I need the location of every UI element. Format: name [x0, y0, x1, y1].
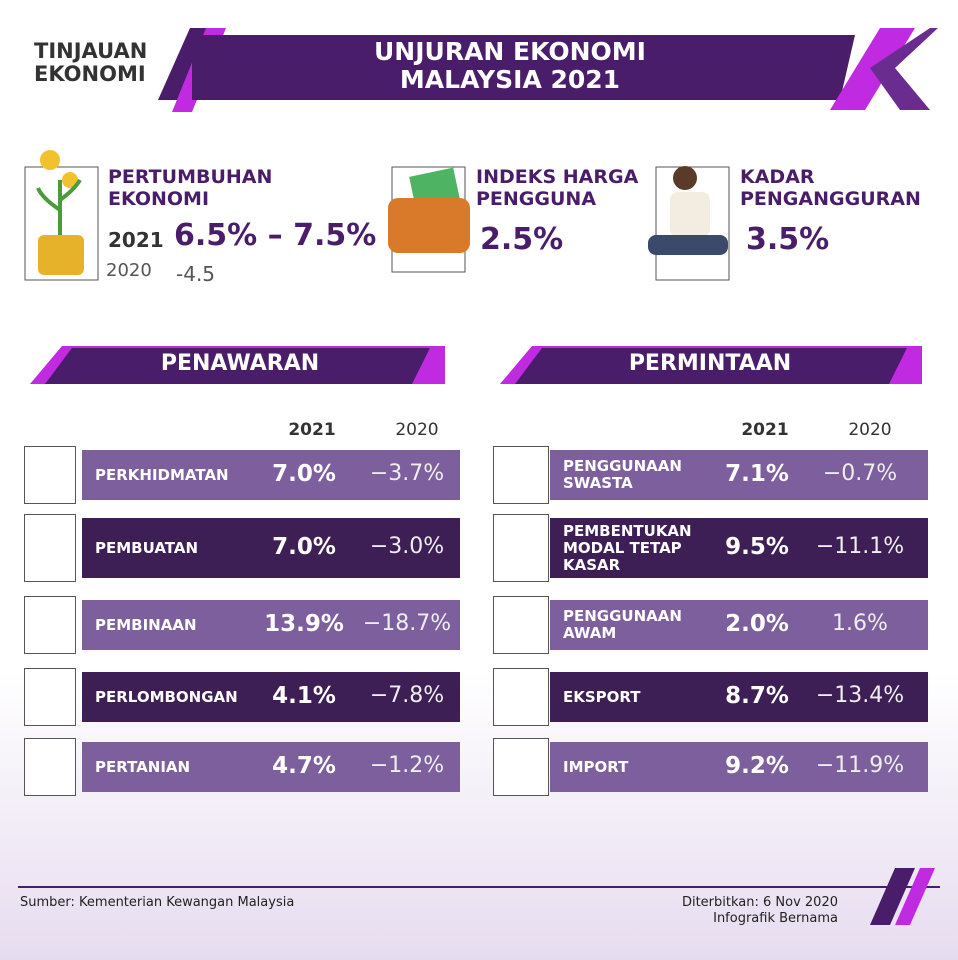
- value-2020: 1.6%: [832, 611, 888, 636]
- label-line: PEMBUATAN: [95, 538, 198, 557]
- table-row: EKSPORT 8.7% −13.4%: [550, 672, 928, 722]
- row-label: PENGGUNAAN SWASTA: [563, 458, 682, 492]
- highlight-label: INDEKS HARGA PENGGUNA: [476, 166, 638, 210]
- value-2020: −0.7%: [822, 461, 898, 486]
- value-2021: 2.0%: [725, 611, 789, 637]
- row-label: IMPORT: [563, 757, 629, 776]
- highlight-value: 2.5%: [480, 222, 564, 257]
- label-line: PENGANGGURAN: [740, 188, 921, 210]
- value-2020: −13.4%: [815, 683, 905, 708]
- section-title: PENAWARAN: [160, 351, 320, 376]
- row-icon: [493, 668, 549, 726]
- row-icon: [24, 738, 76, 796]
- title-line: UNJURAN EKONOMI: [374, 37, 646, 66]
- table-row: PEMBINAAN 13.9% −18.7%: [82, 600, 460, 650]
- brand: TINJAUAN EKONOMI: [34, 40, 147, 86]
- value-2020: −18.7%: [362, 611, 452, 636]
- source: Sumber: Kementerian Kewangan Malaysia: [20, 895, 295, 910]
- value-2021: 8.7%: [725, 683, 789, 709]
- title-line: MALAYSIA 2021: [399, 65, 621, 94]
- row-label: PERLOMBONGAN: [95, 687, 238, 706]
- value-2021: 9.5%: [725, 534, 789, 560]
- row-label: PERTANIAN: [95, 757, 191, 776]
- value-2021: 4.1%: [272, 683, 336, 709]
- credits: Diterbitkan: 6 Nov 2020 Infografik Bernam…: [600, 895, 838, 927]
- value-2020: −3.0%: [369, 534, 445, 559]
- table-row: PERLOMBONGAN 4.1% −7.8%: [82, 672, 460, 722]
- brand-line: TINJAUAN: [34, 39, 148, 63]
- label-line: PENGGUNA: [476, 188, 597, 210]
- table-row: PERKHIDMATAN 7.0% −3.7%: [82, 450, 460, 500]
- table-row: IMPORT 9.2% −11.9%: [550, 742, 928, 792]
- label-line: PENGGUNAAN: [563, 457, 682, 475]
- label-line: KASAR: [563, 555, 621, 574]
- highlight-value: 6.5% – 7.5%: [174, 218, 377, 253]
- value-2020: −3.7%: [369, 461, 445, 486]
- year: 2021: [108, 228, 164, 252]
- value-2021: 9.2%: [725, 753, 789, 779]
- row-icon: [493, 446, 549, 504]
- row-label: PEMBINAAN: [95, 615, 197, 634]
- section-title: PERMINTAAN: [628, 351, 792, 376]
- label-line: EKONOMI: [108, 188, 210, 210]
- value-2020: −1.2%: [369, 753, 445, 778]
- label-line: PERTUMBUHAN: [108, 166, 273, 188]
- row-label: PENGGUNAAN AWAM: [563, 608, 682, 642]
- value-2020: −11.1%: [815, 534, 905, 559]
- column-header: 2020: [395, 420, 439, 440]
- value-2021: 13.9%: [264, 611, 344, 637]
- label-line: PENGGUNAAN: [563, 607, 682, 625]
- label-line: MODAL TETAP: [563, 538, 682, 557]
- row-icon: [24, 514, 76, 582]
- table-row: PENGGUNAAN SWASTA 7.1% −0.7%: [550, 450, 928, 500]
- published: Diterbitkan: 6 Nov 2020: [681, 895, 838, 910]
- credit: Infografik Bernama: [713, 911, 838, 926]
- label-line: PEMBENTUKAN: [563, 521, 692, 540]
- row-label: PEMBUATAN: [95, 538, 198, 557]
- value-2020: −11.9%: [815, 753, 905, 778]
- row-icon: [24, 668, 76, 726]
- row-icon: [24, 446, 76, 504]
- title: UNJURAN EKONOMI MALAYSIA 2021: [260, 38, 760, 94]
- label-line: PERLOMBONGAN: [95, 687, 238, 706]
- value-2021: 7.1%: [725, 461, 789, 487]
- value-2021: 7.0%: [272, 534, 336, 560]
- row-label: PERKHIDMATAN: [95, 465, 229, 484]
- row-icon: [493, 596, 549, 654]
- highlight-label: PERTUMBUHAN EKONOMI: [108, 166, 272, 210]
- column-header: 2020: [848, 420, 892, 440]
- highlight-value: 3.5%: [746, 222, 830, 257]
- label-line: PERTANIAN: [95, 757, 191, 776]
- row-icon: [493, 738, 549, 796]
- highlight-label: KADAR PENGANGGURAN: [740, 166, 921, 210]
- column-header: 2021: [288, 420, 336, 440]
- column-header: 2021: [741, 420, 789, 440]
- table-row: PEMBENTUKAN MODAL TETAP KASAR 9.5% −11.1%: [550, 518, 928, 578]
- label-line: SWASTA: [563, 474, 633, 492]
- row-label: EKSPORT: [563, 687, 641, 706]
- value-2021: 7.0%: [272, 461, 336, 487]
- label-line: INDEKS HARGA: [476, 166, 639, 188]
- table-row: PERTANIAN 4.7% −1.2%: [82, 742, 460, 792]
- label-line: IMPORT: [563, 757, 629, 776]
- value-2021: 4.7%: [272, 753, 336, 779]
- table-row: PENGGUNAAN AWAM 2.0% 1.6%: [550, 600, 928, 650]
- row-icon: [24, 596, 76, 654]
- table-row: PEMBUATAN 7.0% −3.0%: [82, 518, 460, 578]
- prev-year: 2020: [106, 260, 152, 281]
- row-label: PEMBENTUKAN MODAL TETAP KASAR: [563, 521, 692, 574]
- brand-line: EKONOMI: [34, 62, 146, 86]
- label-line: KADAR: [740, 166, 815, 188]
- label-line: EKSPORT: [563, 687, 641, 706]
- prev-value: -4.5: [176, 262, 216, 286]
- value-2020: −7.8%: [369, 683, 445, 708]
- label-line: PERKHIDMATAN: [95, 465, 229, 484]
- label-line: AWAM: [563, 624, 617, 642]
- label-line: PEMBINAAN: [95, 615, 197, 634]
- row-icon: [493, 514, 549, 582]
